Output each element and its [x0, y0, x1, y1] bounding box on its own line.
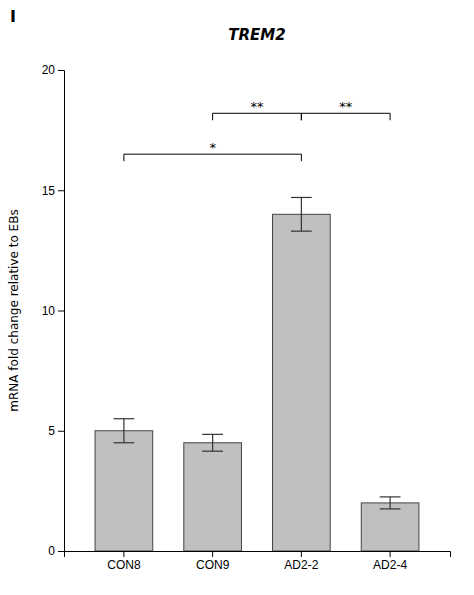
- y-tick-label: 5: [48, 424, 55, 438]
- y-tick: 15: [42, 184, 64, 198]
- y-tick-label: 20: [42, 63, 56, 77]
- title: TREM2: [228, 26, 285, 44]
- error-bar: [390, 497, 391, 509]
- error-bar: [212, 434, 213, 451]
- significance-bracket: [301, 113, 390, 120]
- x-tick-mark: [301, 551, 302, 557]
- y-tick: 10: [42, 304, 64, 318]
- x-axis-line: [65, 552, 451, 558]
- significance-bracket: [124, 154, 301, 161]
- x-tick: AD2-4: [373, 551, 407, 572]
- chart: ITREM2CON8CON9AD2-2AD2-405101520*****mRN…: [0, 0, 474, 595]
- y-tick-mark: [58, 311, 64, 312]
- y-axis: 0 5 10 15 20: [42, 63, 65, 558]
- x-tick-label: AD2-4: [373, 558, 407, 572]
- bar: [361, 503, 419, 551]
- y-tick-label: 10: [42, 304, 56, 318]
- x-tick-mark: [212, 551, 213, 557]
- significance-label: **: [251, 99, 265, 114]
- y-tick: 5: [48, 424, 64, 438]
- x-tick-mark: [123, 551, 124, 557]
- x-axis: CON8 CON9 AD2-2 AD2-4: [65, 551, 451, 572]
- y-tick-label: 0: [48, 544, 55, 558]
- x-tick: CON8: [107, 551, 141, 572]
- x-tick: AD2-2: [284, 551, 318, 572]
- error-cap: [202, 451, 223, 452]
- y-tick: 0: [48, 544, 64, 558]
- x-tick-mark: [390, 551, 391, 557]
- error-cap: [114, 418, 135, 419]
- x-tick-label: CON8: [107, 558, 141, 572]
- error-cap: [380, 496, 401, 497]
- significance-bracket: [213, 113, 302, 120]
- y-axis-line: [58, 71, 65, 552]
- annotations: *****: [124, 99, 390, 161]
- y-tick-mark: [58, 431, 64, 432]
- error-cap: [291, 231, 312, 232]
- y-tick: 20: [42, 63, 64, 77]
- bar: [184, 443, 242, 551]
- y-tick-mark: [58, 190, 64, 191]
- error-cap: [291, 197, 312, 198]
- x-tick: CON9: [196, 551, 230, 572]
- y-tick-mark: [58, 551, 64, 552]
- plot: CON8CON9AD2-2AD2-405101520*****: [42, 63, 451, 571]
- error-bar: [301, 197, 302, 231]
- y-axis-title: mRNA fold change relative to EBs: [7, 209, 21, 411]
- significance-label: *: [209, 140, 216, 155]
- error-cap: [114, 442, 135, 443]
- x-tick-label: AD2-2: [284, 558, 318, 572]
- bar: [95, 431, 153, 551]
- significance-label: **: [339, 99, 353, 114]
- error-cap: [380, 508, 401, 509]
- marks: [95, 197, 419, 551]
- panel-label: I: [10, 7, 16, 26]
- error-cap: [202, 434, 223, 435]
- y-tick-label: 15: [42, 184, 56, 198]
- x-tick-label: CON9: [196, 558, 230, 572]
- error-bar: [123, 419, 124, 443]
- y-tick-mark: [58, 70, 64, 71]
- bar: [273, 214, 331, 551]
